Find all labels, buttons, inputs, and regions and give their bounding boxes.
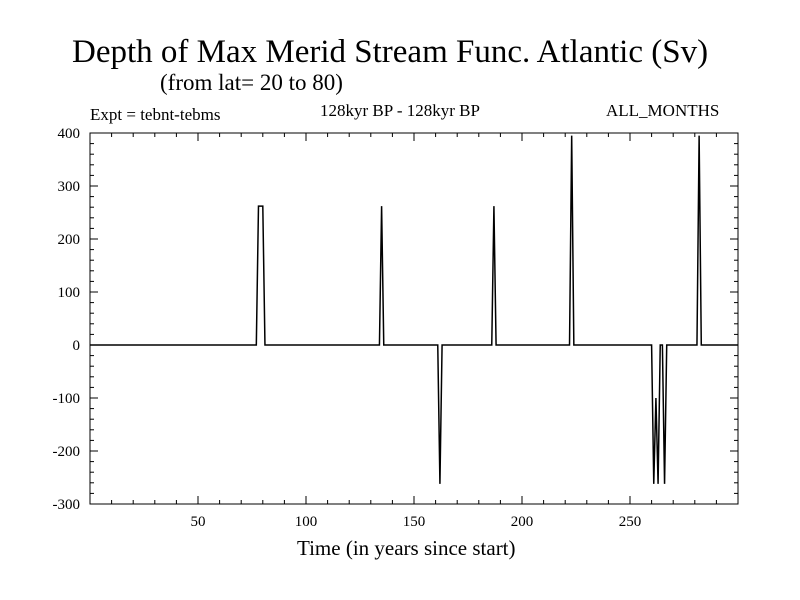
chart-title: Depth of Max Merid Stream Func. Atlantic… (72, 34, 709, 70)
series-line-0 (90, 135, 738, 484)
chart-subtitle: (from lat= 20 to 80) (160, 70, 343, 95)
series-lines (90, 135, 738, 484)
x-tick-label: 200 (511, 514, 534, 530)
axis-tick-labels: 50 100 150 200 250 -300 -200 -100 0 100 200 300 400 (53, 126, 642, 530)
y-tick-label: 0 (73, 338, 81, 354)
x-tick-label: 50 (191, 514, 206, 530)
axis-ticks (90, 132, 738, 505)
y-tick-label: 300 (58, 179, 81, 195)
y-tick-label: -300 (53, 497, 81, 513)
experiment-label: Expt = tebnt-tebms (90, 105, 221, 124)
y-tick-label: 200 (58, 232, 81, 248)
y-tick-label: 100 (58, 285, 81, 301)
months-label: ALL_MONTHS (606, 101, 720, 120)
x-tick-label: 150 (403, 514, 426, 530)
x-axis-label: Time (in years since start) (297, 536, 516, 560)
y-tick-label: 400 (58, 126, 81, 142)
y-tick-label: -200 (53, 444, 81, 460)
x-tick-label: 100 (295, 514, 318, 530)
x-tick-label: 250 (619, 514, 642, 530)
y-tick-label: -100 (53, 391, 81, 407)
period-label: 128kyr BP - 128kyr BP (320, 101, 480, 120)
plot-frame (89, 132, 739, 505)
